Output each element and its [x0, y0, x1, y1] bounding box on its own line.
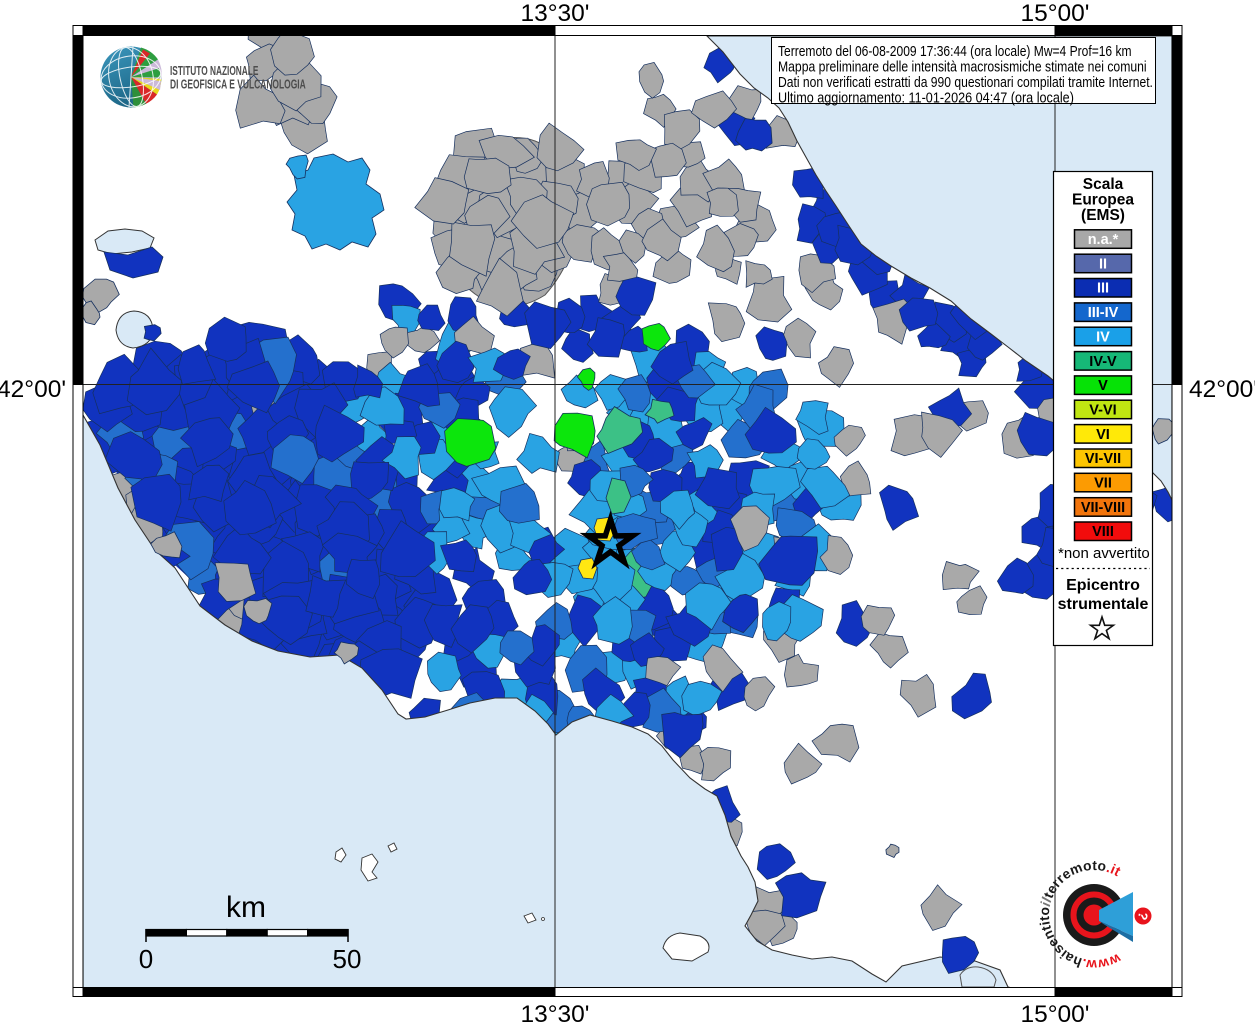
- svg-text:42°00': 42°00': [1189, 376, 1255, 403]
- svg-text:(EMS): (EMS): [1081, 207, 1125, 224]
- svg-text:VI: VI: [1096, 427, 1110, 443]
- svg-text:?: ?: [1135, 910, 1152, 922]
- svg-text:50: 50: [333, 944, 362, 974]
- svg-text:IV-V: IV-V: [1089, 354, 1117, 370]
- svg-text:III-IV: III-IV: [1088, 305, 1119, 321]
- svg-text:n.a.*: n.a.*: [1088, 232, 1119, 248]
- svg-text:42°00': 42°00': [0, 376, 66, 403]
- svg-text:Dati non verificati estratti d: Dati non verificati estratti da 990 ques…: [778, 74, 1153, 91]
- svg-text:13°30': 13°30': [521, 0, 590, 27]
- svg-text:VIII: VIII: [1092, 524, 1114, 540]
- svg-text:DI GEOFISICA E VULCANOLOGIA: DI GEOFISICA E VULCANOLOGIA: [170, 78, 306, 92]
- svg-text:Scala: Scala: [1083, 176, 1124, 193]
- svg-text:VII-VIII: VII-VIII: [1081, 500, 1125, 516]
- svg-text:15°00': 15°00': [1021, 0, 1090, 27]
- svg-text:0: 0: [139, 944, 153, 974]
- svg-text:VII: VII: [1094, 476, 1112, 492]
- svg-text:III: III: [1097, 281, 1109, 297]
- svg-text:IV: IV: [1096, 329, 1110, 345]
- svg-text:Epicentro: Epicentro: [1066, 577, 1140, 594]
- svg-text:V-VI: V-VI: [1089, 402, 1116, 418]
- svg-text:Terremoto del 06-08-2009 17:36: Terremoto del 06-08-2009 17:36:44 (ora l…: [778, 43, 1132, 60]
- svg-text:Mappa preliminare delle intens: Mappa preliminare delle intensità macros…: [778, 58, 1147, 74]
- svg-text:V: V: [1098, 378, 1108, 394]
- svg-text:VI-VII: VI-VII: [1085, 451, 1121, 467]
- svg-text:*non avvertito: *non avvertito: [1058, 545, 1150, 562]
- svg-text:ISTITUTO NAZIONALE: ISTITUTO NAZIONALE: [170, 64, 258, 78]
- svg-text:13°30': 13°30': [521, 1001, 590, 1024]
- svg-text:strumentale: strumentale: [1058, 596, 1149, 613]
- svg-text:Europea: Europea: [1072, 192, 1134, 209]
- svg-text:15°00': 15°00': [1021, 1001, 1090, 1024]
- svg-text:Ultimo aggiornamento: 11-01-20: Ultimo aggiornamento: 11-01-2026 04:47 (…: [778, 88, 1074, 105]
- svg-text:km: km: [226, 891, 266, 924]
- svg-text:II: II: [1099, 256, 1107, 272]
